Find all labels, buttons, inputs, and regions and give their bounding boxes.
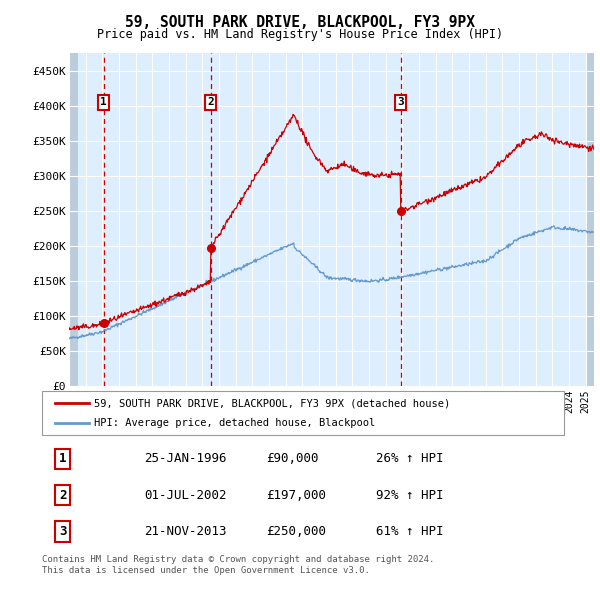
Text: 2: 2 (207, 97, 214, 107)
Text: 59, SOUTH PARK DRIVE, BLACKPOOL, FY3 9PX (detached house): 59, SOUTH PARK DRIVE, BLACKPOOL, FY3 9PX… (94, 398, 451, 408)
Text: 1: 1 (100, 97, 107, 107)
Text: £197,000: £197,000 (266, 489, 326, 502)
Text: Price paid vs. HM Land Registry's House Price Index (HPI): Price paid vs. HM Land Registry's House … (97, 28, 503, 41)
Text: 3: 3 (59, 525, 67, 537)
Text: 2: 2 (59, 489, 67, 502)
Text: 61% ↑ HPI: 61% ↑ HPI (376, 525, 443, 537)
Bar (69, 53, 78, 386)
Text: 1: 1 (59, 453, 67, 466)
Text: 25-JAN-1996: 25-JAN-1996 (144, 453, 226, 466)
FancyBboxPatch shape (42, 391, 564, 435)
Text: This data is licensed under the Open Government Licence v3.0.: This data is licensed under the Open Gov… (42, 566, 370, 575)
Text: £90,000: £90,000 (266, 453, 319, 466)
Text: 59, SOUTH PARK DRIVE, BLACKPOOL, FY3 9PX: 59, SOUTH PARK DRIVE, BLACKPOOL, FY3 9PX (125, 15, 475, 30)
Text: 3: 3 (397, 97, 404, 107)
Text: 26% ↑ HPI: 26% ↑ HPI (376, 453, 443, 466)
Bar (586, 53, 594, 386)
Text: 21-NOV-2013: 21-NOV-2013 (144, 525, 226, 537)
Text: 92% ↑ HPI: 92% ↑ HPI (376, 489, 443, 502)
Text: 01-JUL-2002: 01-JUL-2002 (144, 489, 226, 502)
Text: HPI: Average price, detached house, Blackpool: HPI: Average price, detached house, Blac… (94, 418, 376, 428)
Text: Contains HM Land Registry data © Crown copyright and database right 2024.: Contains HM Land Registry data © Crown c… (42, 555, 434, 563)
Text: £250,000: £250,000 (266, 525, 326, 537)
